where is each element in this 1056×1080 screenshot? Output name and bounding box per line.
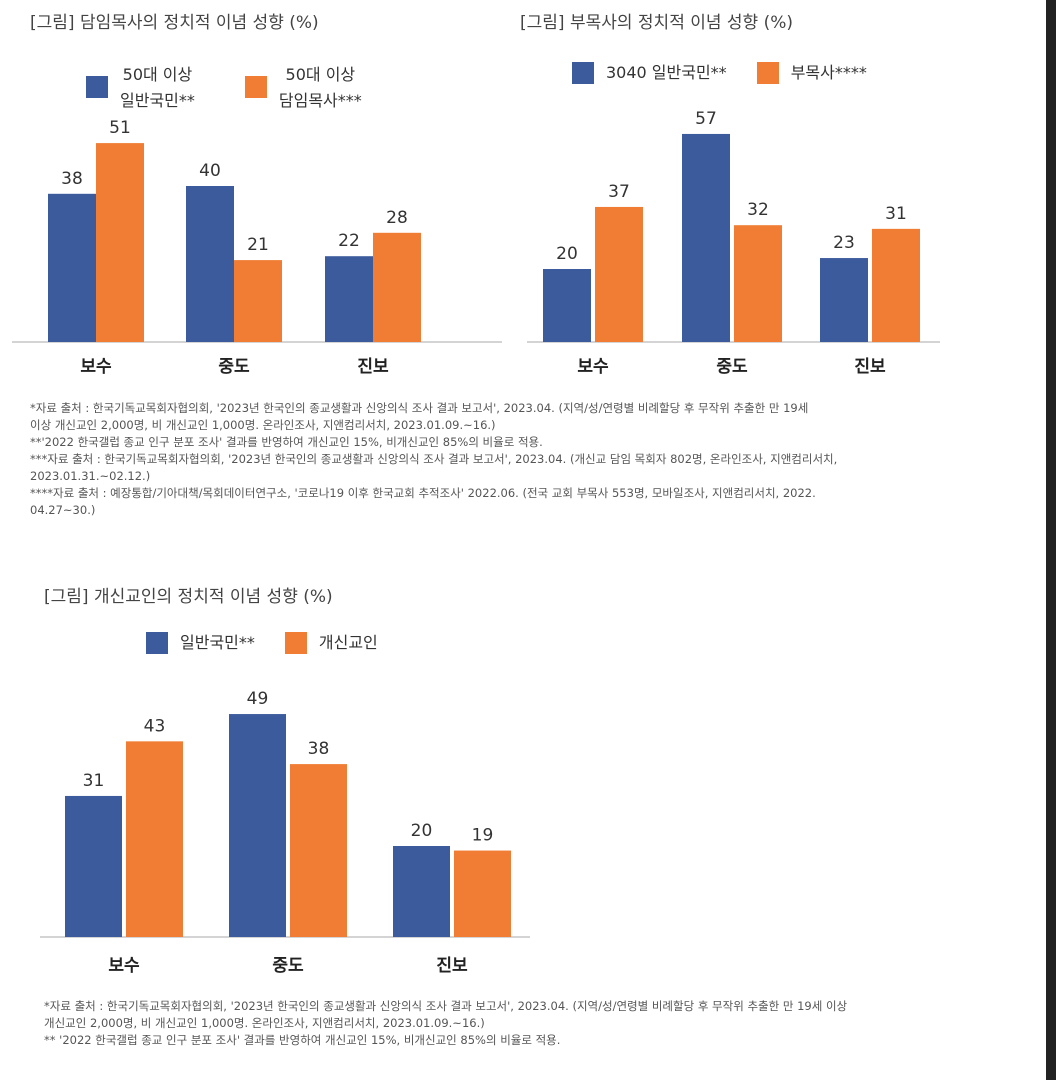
- chart-2-bar-2-1: [682, 133, 730, 342]
- chart-2-legend-label-1: 3040 일반국민**: [606, 63, 727, 82]
- chart-1-bar-1-1: [48, 193, 96, 342]
- chart-1-title: [그림] 담임목사의 정치적 이념 성향 (%): [30, 13, 319, 33]
- chart-3-legend-label-2: 개신교인: [318, 633, 378, 652]
- chart-2-bar-1-2: [595, 206, 643, 342]
- chart-2-bar-3-2: [872, 228, 920, 342]
- chart-3-value-label-2-1: 49: [247, 689, 269, 709]
- chart-1-value-label-2-1: 40: [199, 161, 221, 181]
- chart-1-value-label-3-1: 22: [338, 231, 360, 251]
- chart-2-value-label-3-1: 23: [833, 233, 855, 253]
- chart-2-category-label-1: 보수: [577, 357, 609, 377]
- chart-3-value-label-3-1: 20: [411, 821, 433, 841]
- chart-2-value-label-1-2: 37: [608, 182, 630, 202]
- chart-3-legend-swatch-blue: [146, 632, 168, 654]
- chart-2-legend-label-2: 부목사****: [790, 63, 867, 82]
- chart-1-value-label-2-2: 21: [247, 235, 269, 255]
- chart-2-legend-item-1: 3040 일반국민**: [572, 62, 727, 84]
- chart-3-bar-2-2: [290, 764, 347, 937]
- chart-3-legend-swatch-orange: [284, 632, 307, 654]
- chart-1-legend-item-2: 50대 이상 담임목사***: [244, 62, 362, 114]
- chart-2-value-label-3-2: 31: [885, 204, 907, 224]
- chart-3-category-label-2: 중도: [272, 956, 304, 976]
- chart-3-bar-2-1: [229, 714, 286, 937]
- chart-1-plot: 38 51 보수 40 21 중도 22 28 진보: [12, 118, 502, 377]
- chart-2-legend-item-2: 부목사****: [756, 62, 867, 84]
- chart-1-bar-3-2: [373, 232, 421, 342]
- chart-1-legend-label-1: 50대 이상 일반국민**: [120, 65, 195, 110]
- chart-3-bar-1-1: [65, 795, 122, 937]
- chart-3-bar-3-1: [393, 846, 450, 937]
- chart-2-value-label-1-1: 20: [556, 244, 578, 264]
- chart-2-legend: 3040 일반국민** 부목사****: [572, 62, 897, 84]
- chart-3-legend: 일반국민** 개신교인: [146, 632, 408, 654]
- chart-2-title: [그림] 부목사의 정치적 이념 성향 (%): [520, 13, 794, 33]
- chart-2-bar-2-2: [734, 225, 782, 342]
- chart-1-value-label-1-2: 51: [109, 118, 131, 138]
- chart-1-bar-2-2: [234, 260, 282, 342]
- chart-2-bar-3-1: [820, 258, 868, 342]
- chart-2-bar-1-1: [543, 269, 591, 342]
- chart-2-legend-swatch-orange: [756, 62, 779, 84]
- chart-3-legend-item-1: 일반국민**: [146, 632, 255, 654]
- chart-1-bar-2-1: [186, 186, 234, 342]
- chart-3-bar-1-2: [126, 741, 183, 937]
- chart-1-legend-swatch-blue: [86, 76, 108, 98]
- chart-3-legend-item-2: 개신교인: [284, 632, 378, 654]
- chart-3-bar-3-2: [454, 850, 511, 937]
- chart-3-value-label-1-2: 43: [144, 716, 166, 736]
- chart-3-category-label-3: 진보: [436, 956, 468, 976]
- chart-1-legend-label-2: 50대 이상 담임목사***: [278, 65, 362, 110]
- chart-2-category-label-2: 중도: [716, 357, 748, 377]
- chart-1-legend-swatch-orange: [244, 76, 267, 98]
- chart-1-category-label-1: 보수: [80, 357, 112, 377]
- chart-1-bar-3-1: [325, 256, 373, 342]
- chart-1-category-label-3: 진보: [357, 357, 389, 377]
- chart-1-category-label-2: 중도: [218, 357, 250, 377]
- chart-2-legend-swatch-blue: [572, 62, 594, 84]
- source-notes-top: *자료 출처 : 한국기독교목회자협의회, '2023년 한국인의 종교생활과 …: [30, 401, 838, 517]
- chart-3-value-label-3-2: 19: [472, 826, 494, 846]
- chart-2-value-label-2-2: 32: [747, 200, 769, 220]
- chart-1-legend: 50대 이상 일반국민** 50대 이상 담임목사***: [86, 62, 392, 114]
- chart-1-value-label-3-2: 28: [386, 208, 408, 228]
- chart-3-plot: 31 43 보수 49 38 중도 20 19 진보: [40, 689, 530, 976]
- source-notes-bottom: *자료 출처 : 한국기독교목회자협의회, '2023년 한국인의 종교생활과 …: [44, 999, 848, 1047]
- chart-3-value-label-2-2: 38: [308, 739, 330, 759]
- chart-3-title: [그림] 개신교인의 정치적 이념 성향 (%): [44, 587, 333, 607]
- chart-2-category-label-3: 진보: [854, 357, 886, 377]
- chart-2-plot: 20 37 보수 57 32 중도 23 31 진보: [527, 109, 940, 377]
- chart-1-legend-item-1: 50대 이상 일반국민**: [86, 62, 195, 114]
- chart-1-value-label-1-1: 38: [61, 169, 83, 189]
- chart-3-legend-label-1: 일반국민**: [180, 633, 255, 652]
- chart-3-category-label-1: 보수: [108, 956, 140, 976]
- chart-1-bar-1-2: [96, 143, 144, 342]
- chart-2-value-label-2-1: 57: [695, 109, 717, 129]
- chart-3-value-label-1-1: 31: [83, 771, 105, 791]
